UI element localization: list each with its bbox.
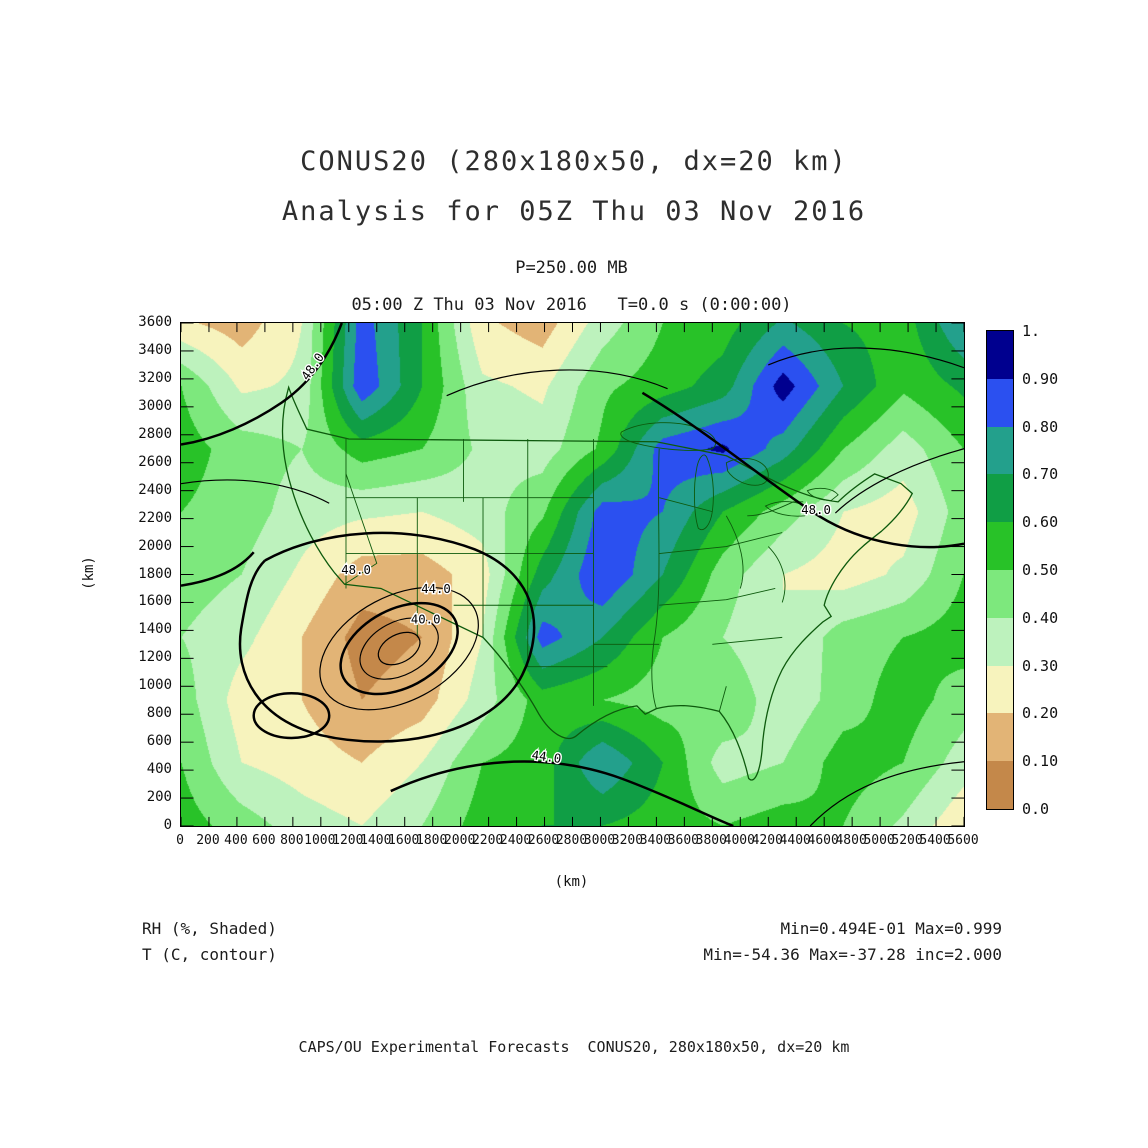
y-tick-label: 1400 [138,621,172,638]
x-tick-label: 5400 [919,833,951,848]
x-tick-label: 4200 [751,833,783,848]
contour-label: 44.0 [531,748,562,766]
colorbar-segment [987,665,1013,714]
shaded-field-stats: Min=0.494E-01 Max=0.999 [780,919,1002,938]
pressure-level-label: P=250.00 MB [515,258,628,278]
y-tick-label: 2400 [138,481,172,498]
y-tick-label: 2000 [138,537,172,554]
y-tick-label: 3600 [138,314,172,330]
colorbar-tick-label: 0.50 [1022,561,1059,579]
x-tick-label: 4400 [779,833,811,848]
x-tick-label: 1600 [388,833,420,848]
x-tick-label: 3600 [667,833,699,848]
y-tick-label: 2800 [138,425,172,442]
y-tick-label: 1600 [138,593,172,610]
colorbar-segment [987,713,1013,762]
colorbar-tick-label: 0.20 [1022,704,1059,723]
plot-subtitle: Analysis for 05Z Thu 03 Nov 2016 [281,196,867,227]
rh-field-canvas [181,323,964,826]
plot-title: CONUS20 (280x180x50, dx=20 km) [300,146,848,177]
y-axis-label: (km) [80,556,97,590]
x-tick-label: 800 [280,833,304,848]
colorbar-tick-label: 0.90 [1022,369,1059,388]
contour-field-stats: Min=-54.36 Max=-37.28 inc=2.000 [703,945,1002,964]
y-tick-label: 3400 [138,341,172,358]
colorbar-segments [986,330,1014,810]
contour-label: 48.0 [299,351,327,383]
colorbar-tick-label: 0.0 [1022,800,1050,818]
y-tick-label: 1200 [138,649,172,666]
colorbar-tick-label: 0.60 [1022,513,1059,532]
y-tick-label: 600 [146,733,172,750]
x-tick-label: 3800 [695,833,727,848]
colorbar-tick-label: 0.80 [1022,417,1059,436]
y-tick-label: 2200 [138,509,172,526]
contour-label: 40.0 [411,612,441,626]
colorbar-segment [987,569,1013,618]
y-tick-label: 3200 [138,369,172,386]
contour-field-label: T (C, contour) [142,945,277,964]
temperature-contours [181,323,964,826]
valid-time-label: 05:00 Z Thu 03 Nov 2016 T=0.0 s (0:00:00… [351,295,792,315]
x-tick-label: 5600 [947,833,979,848]
map-overlay: 48.0 48.0 44.0 40.0 44.0 48.0 [181,323,964,826]
y-tick-label: 1000 [138,677,172,694]
x-tick-label: 5000 [863,833,895,848]
x-axis-label: (km) [554,874,589,890]
axis-tick-marks [181,323,964,826]
x-tick-label: 1000 [304,833,336,848]
y-tick-label: 200 [146,789,172,806]
x-tick-label: 4800 [835,833,867,848]
footer-credit: CAPS/OU Experimental Forecasts CONUS20, … [298,1038,850,1056]
colorbar-tick-label: 0.70 [1022,465,1059,484]
colorbar-tick-label: 0.40 [1022,608,1059,627]
colorbar-segment [987,426,1013,475]
x-tick-label: 2600 [527,833,560,848]
x-tick-label: 3000 [583,833,616,848]
x-tick-label: 4600 [807,833,839,848]
x-tick-label: 2800 [555,833,588,848]
map-plot-area: 48.0 48.0 44.0 40.0 44.0 48.0 [180,322,965,827]
x-tick-label: 1800 [416,833,448,848]
contour-label: 48.0 [801,503,831,517]
y-tick-label: 2600 [138,453,172,470]
x-tick-label: 0 [176,833,184,848]
colorbar-segment [987,378,1013,427]
x-tick-label: 2200 [471,833,504,848]
x-tick-label: 3200 [611,833,644,848]
y-tick-label: 800 [146,705,172,722]
x-tick-label: 2400 [499,833,532,848]
shaded-field-label: RH (%, Shaded) [142,919,277,938]
y-tick-label: 1800 [138,565,172,582]
contour-label: 48.0 [341,563,371,577]
colorbar-tick-label: 1. [1022,322,1041,340]
x-tick-label: 200 [196,833,220,848]
colorbar-segment [987,522,1013,570]
x-tick-label: 4000 [723,833,755,848]
state-borders [283,387,913,780]
x-tick-label: 1200 [332,833,364,848]
y-tick-label: 400 [146,761,172,778]
colorbar-segment [987,474,1013,523]
x-tick-label: 3400 [639,833,672,848]
colorbar-segment [987,761,1013,809]
x-tick-label: 400 [224,833,248,848]
colorbar-segment [987,617,1013,666]
x-tick-label: 2000 [443,833,476,848]
colorbar-segment [987,331,1013,379]
x-tick-label: 5200 [891,833,923,848]
x-tick-label: 600 [252,833,276,848]
y-tick-label: 0 [163,817,172,833]
y-tick-label: 3000 [138,397,172,414]
colorbar-tick-label: 0.30 [1022,656,1059,675]
x-tick-label: 1400 [360,833,392,848]
colorbar-tick-label: 0.10 [1022,752,1059,771]
contour-label: 44.0 [421,582,451,596]
